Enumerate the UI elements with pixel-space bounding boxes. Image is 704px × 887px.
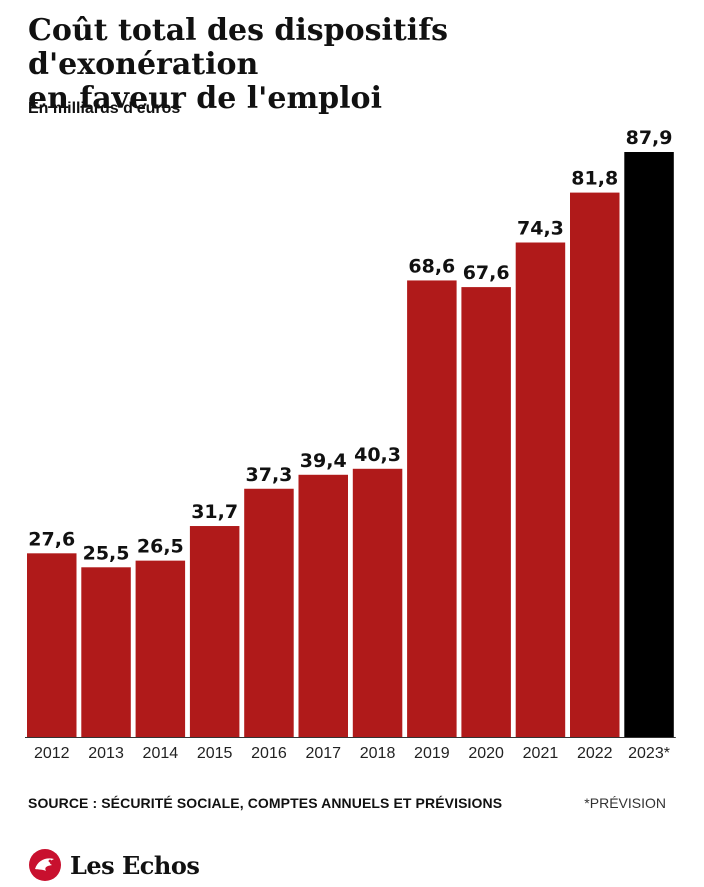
x-tick-labels-group: 2012 2013 2014 2015 2016 2017 2018 2019 2020 2021… bbox=[34, 745, 670, 762]
chart-title: Coût total des dispositifs d'exonération… bbox=[28, 14, 688, 116]
x-tick-label: 2015 bbox=[197, 745, 233, 762]
value-label: 25,5 bbox=[83, 542, 130, 564]
chart-title-line-2: en faveur de l'emploi bbox=[28, 81, 382, 116]
bar-chart: 27,6 25,5 26,5 31,7 37,3 39,4 40,3 68,6 67,6 74,3… bbox=[25, 127, 676, 762]
bar-2022 bbox=[570, 192, 620, 737]
bar-2023 bbox=[624, 152, 674, 737]
source-note: SOURCE : SÉCURITÉ SOCIALE, COMPTES ANNUE… bbox=[28, 795, 503, 811]
value-label: 26,5 bbox=[137, 536, 184, 558]
logo-text: Les Echos bbox=[70, 850, 200, 880]
bar-2021 bbox=[515, 242, 566, 737]
value-label: 67,6 bbox=[463, 262, 510, 284]
value-label: 39,4 bbox=[300, 450, 347, 472]
value-labels-group: 27,6 25,5 26,5 31,7 37,3 39,4 40,3 68,6 67,6 74,3… bbox=[28, 127, 672, 564]
x-tick-label: 2017 bbox=[305, 745, 341, 762]
bar-2012 bbox=[27, 553, 77, 737]
bar-2014 bbox=[135, 560, 186, 737]
x-tick-label: 2022 bbox=[577, 745, 613, 762]
bars-group bbox=[27, 152, 674, 737]
bar-2017 bbox=[298, 474, 348, 737]
value-label: 87,9 bbox=[626, 127, 673, 149]
value-label: 37,3 bbox=[246, 464, 293, 486]
x-tick-label: 2019 bbox=[414, 745, 450, 762]
value-label: 27,6 bbox=[28, 528, 75, 550]
chart-subtitle: En milliards d'euros bbox=[28, 100, 181, 117]
bar-2013 bbox=[81, 567, 131, 737]
value-label: 81,8 bbox=[571, 168, 618, 190]
x-tick-label: 2020 bbox=[468, 745, 504, 762]
x-tick-label: 2013 bbox=[88, 745, 124, 762]
bar-2015 bbox=[189, 526, 240, 737]
x-tick-label: 2021 bbox=[523, 745, 559, 762]
x-tick-label: 2016 bbox=[251, 745, 287, 762]
value-label: 68,6 bbox=[408, 255, 455, 277]
value-label: 31,7 bbox=[191, 501, 238, 523]
bar-2018 bbox=[352, 468, 403, 737]
les-echos-logo: Les Echos bbox=[28, 848, 200, 882]
forecast-note: *PRÉVISION bbox=[584, 795, 666, 811]
value-label: 40,3 bbox=[354, 444, 401, 466]
value-label: 74,3 bbox=[517, 218, 564, 240]
bar-2019 bbox=[407, 280, 457, 737]
chart-title-line-1: Coût total des dispositifs d'exonération bbox=[28, 13, 448, 82]
x-tick-label: 2014 bbox=[143, 745, 179, 762]
x-tick-label: 2012 bbox=[34, 745, 70, 762]
dragon-icon bbox=[29, 849, 61, 881]
x-tick-label: 2018 bbox=[360, 745, 396, 762]
bar-2020 bbox=[461, 287, 511, 737]
x-tick-label: 2023* bbox=[628, 745, 670, 762]
bar-2016 bbox=[244, 488, 294, 737]
